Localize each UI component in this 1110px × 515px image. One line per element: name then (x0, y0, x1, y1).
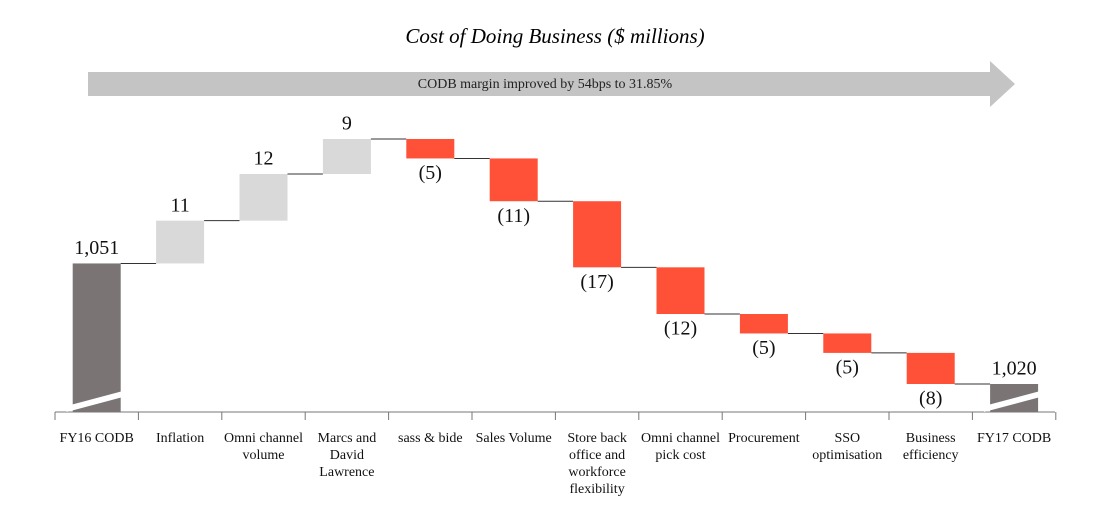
chart-title: Cost of Doing Business ($ millions) (405, 24, 704, 48)
data-label: 11 (170, 194, 189, 216)
x-tick-label: FY16 CODB (59, 431, 134, 446)
bar (322, 139, 371, 174)
data-label: (8) (919, 388, 942, 410)
bar (406, 139, 455, 159)
x-tick-label: Store back office and workforce flexibil… (567, 431, 627, 497)
axis-break (66, 390, 127, 412)
x-tick-label: Inflation (155, 431, 205, 446)
bar (823, 333, 872, 353)
bar (239, 174, 288, 221)
bar (72, 263, 121, 412)
data-label: (11) (497, 205, 530, 227)
data-label: (17) (580, 271, 613, 293)
x-tick-label: Omni channel volume (224, 431, 303, 463)
x-tick-label: sass & bide (398, 431, 463, 446)
data-label: 1,020 (992, 358, 1037, 380)
data-label: 9 (342, 113, 352, 135)
banner-arrow (88, 61, 1015, 107)
x-tick-label: Omni channel pick cost (641, 431, 720, 463)
x-tick-label: FY17 CODB (976, 431, 1052, 446)
bar (489, 158, 538, 202)
bar (656, 267, 705, 314)
data-label: 1,051 (74, 237, 119, 259)
x-tick-label: Business efficiency (902, 431, 959, 463)
data-label: (5) (836, 356, 859, 378)
annotation: CODB margin improved by 54bps to 31.85% (418, 77, 673, 92)
bar (156, 220, 205, 264)
x-tick-label: SSO optimisation (812, 431, 883, 463)
x-tick-label: Procurement (728, 431, 800, 446)
data-label: (12) (664, 318, 697, 340)
axis-break (984, 390, 1045, 412)
x-tick-label: Sales Volume (475, 431, 552, 446)
bar (573, 201, 622, 268)
data-label: (5) (752, 337, 775, 359)
data-label: (5) (419, 162, 442, 184)
bar (739, 314, 788, 334)
data-label: 12 (254, 148, 274, 170)
bar (906, 352, 955, 384)
x-tick-label: Marcs and David Lawrence (317, 431, 377, 480)
